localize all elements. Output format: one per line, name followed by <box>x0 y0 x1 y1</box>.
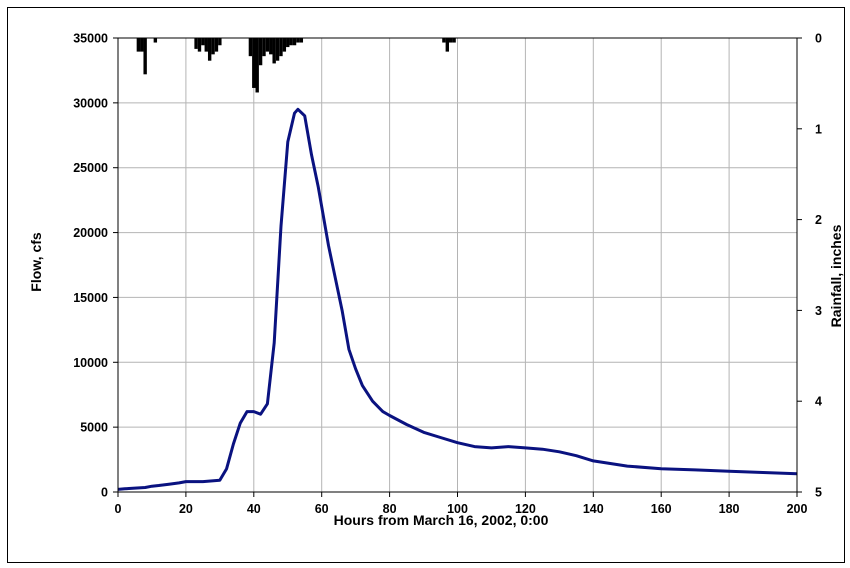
rainfall-bar <box>136 38 141 52</box>
rainfall-bar <box>207 38 212 61</box>
rainfall-bar <box>299 38 304 43</box>
x-tick-label: 20 <box>179 502 193 516</box>
y-tick-label: 10000 <box>73 356 108 370</box>
rainfall-bar <box>218 38 222 46</box>
x-tick-label: 200 <box>787 502 808 516</box>
rainfall-bar <box>445 38 450 52</box>
y-tick-label: 25000 <box>73 161 108 175</box>
y-tick-label: 30000 <box>73 96 108 110</box>
rainfall-bar <box>286 38 290 48</box>
rainfall-bar <box>269 38 273 55</box>
rainfall-bar <box>201 38 205 46</box>
rainfall-bar <box>275 38 280 61</box>
axes <box>113 37 802 497</box>
x-tick-label: 180 <box>719 502 740 516</box>
y2-tick-label: 5 <box>815 486 822 500</box>
rainfall-bar <box>262 38 266 57</box>
rainfall-bar <box>258 38 263 66</box>
rainfall-bar <box>252 38 256 88</box>
rainfall-bar <box>272 38 276 64</box>
rainfall-bar <box>255 38 259 93</box>
chart-frame: 0 20 40 60 80 100 120 140 160 180 200 0 5000 10000 150… <box>7 7 845 563</box>
y2-tick-label: 4 <box>815 395 822 409</box>
rainfall-bar <box>442 38 446 43</box>
y-tick-label: 5000 <box>80 421 108 435</box>
x-tick-label: 120 <box>515 502 536 516</box>
rainfall-bar <box>449 38 453 43</box>
x-tick-label: 80 <box>383 502 397 516</box>
rainfall-bar <box>140 38 144 52</box>
rainfall-bar <box>211 38 215 55</box>
x-tick-label: 40 <box>247 502 261 516</box>
rainfall-bar <box>289 38 293 46</box>
x-tick-label: 140 <box>583 502 604 516</box>
y2-axis-title: Rainfall, inches <box>828 224 844 327</box>
y-tick-label: 0 <box>101 486 108 500</box>
flow-line <box>117 107 798 491</box>
x-tick-label: 160 <box>651 502 672 516</box>
y-tick-label: 15000 <box>73 291 108 305</box>
rainfall-bar <box>204 38 208 52</box>
y2-tick-label: 2 <box>815 213 822 227</box>
rainfall-bar <box>282 38 287 52</box>
y2-tick-label: 1 <box>815 122 822 136</box>
x-tick-label: 100 <box>447 502 468 516</box>
flow-rainfall-chart: 0 20 40 60 80 100 120 140 160 180 2000500010000150… <box>28 32 844 529</box>
y-axis-title: Flow, cfs <box>28 232 44 292</box>
tick-labels: 0 20 40 60 80 100 120 140 160 180 2000500010000150… <box>73 32 822 517</box>
rainfall-bar <box>143 38 147 75</box>
x-tick-label: 60 <box>315 502 329 516</box>
y2-tick-label: 3 <box>815 304 822 318</box>
rainfall-bar <box>194 38 198 49</box>
rainfall-bar <box>296 38 300 43</box>
gridlines <box>118 37 797 492</box>
y2-tick-label: 0 <box>815 32 822 46</box>
y-tick-label: 20000 <box>73 226 108 240</box>
rainfall-bar <box>292 38 297 46</box>
rainfall-bars <box>136 38 456 93</box>
rainfall-bar <box>197 38 202 52</box>
y-tick-label: 35000 <box>73 32 108 46</box>
flow-series <box>117 107 798 491</box>
rainfall-bar <box>153 38 158 43</box>
rainfall-bar <box>248 38 253 57</box>
x-axis-title: Hours from March 16, 2002, 0:00 <box>334 512 549 528</box>
rainfall-bar <box>279 38 283 57</box>
rainfall-bar <box>265 38 270 52</box>
rainfall-bar <box>452 38 456 43</box>
rainfall-bar <box>214 38 219 52</box>
x-tick-label: 0 <box>115 502 122 516</box>
